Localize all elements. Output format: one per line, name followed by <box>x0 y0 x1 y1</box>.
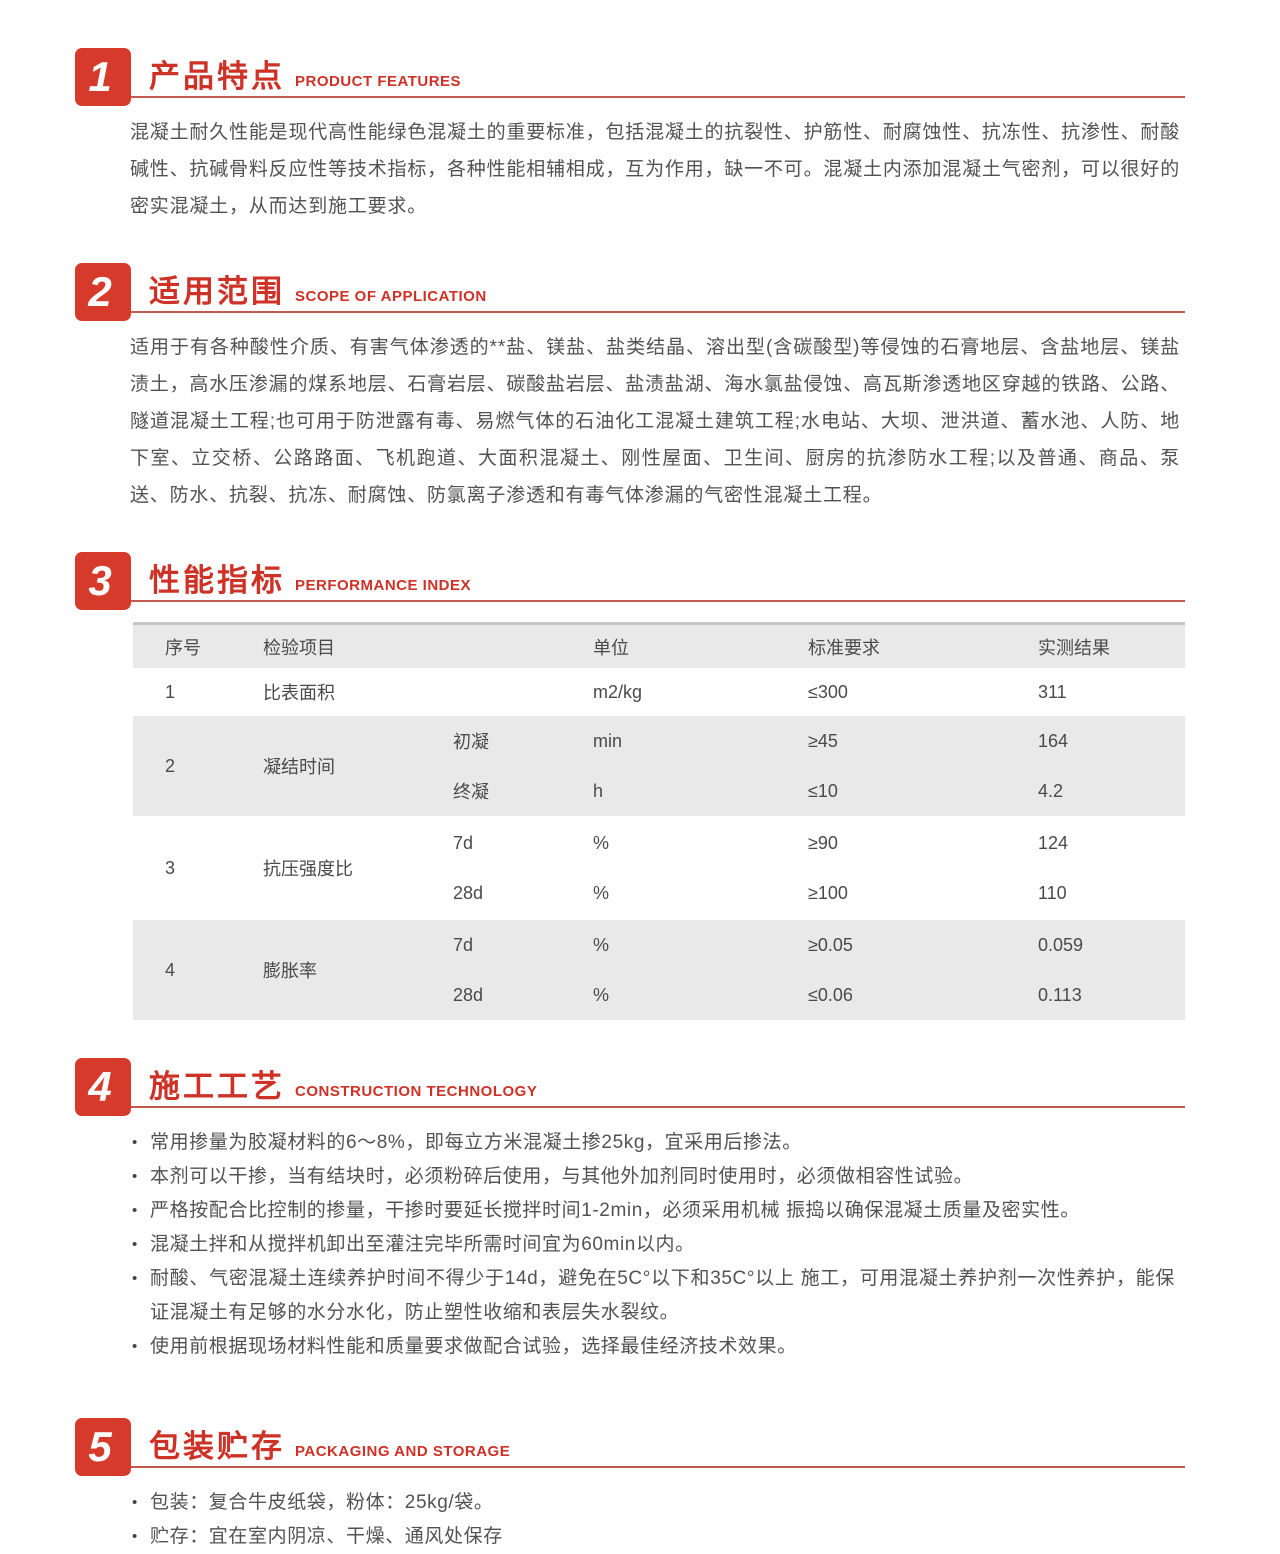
bullet-item: 包装：复合牛皮纸袋，粉体：25kg/袋。 <box>130 1486 1175 1520</box>
cell-unit: % <box>593 984 610 1005</box>
cell-result: 311 <box>1038 681 1067 702</box>
section-title: 施工工艺 <box>149 1069 285 1104</box>
cell-sub: 7d <box>453 934 474 955</box>
table-row: 1 比表面积 m2/kg ≤300 311 <box>133 670 1185 714</box>
section-paragraph: 混凝土耐久性能是现代高性能绿色混凝土的重要标准，包括混凝土的抗裂性、护筋性、耐腐… <box>130 122 1180 217</box>
section-number: 4 <box>88 1063 112 1110</box>
section-scope-of-application: 2 适用范围 SCOPE OF APPLICATION 适用于有各种酸性介质、有… <box>75 263 1185 514</box>
section-subtitle-en: PACKAGING AND STORAGE <box>295 1443 511 1460</box>
section-header: 4 施工工艺 CONSTRUCTION TECHNOLOGY <box>75 1058 1185 1116</box>
section-subtitle-en: SCOPE OF APPLICATION <box>295 288 487 305</box>
section-title: 包装贮存 <box>149 1429 285 1464</box>
cell-item: 抗压强度比 <box>263 859 353 879</box>
section-number-badge: 4 <box>75 1058 131 1116</box>
cell-item: 比表面积 <box>263 683 335 703</box>
cell-req: ≥90 <box>808 832 838 853</box>
section-title: 适用范围 <box>149 274 285 309</box>
construction-bullet-list: 常用掺量为胶凝材料的6～8%，即每立方米混凝土掺25kg，宜采用后掺法。 本剂可… <box>130 1126 1185 1364</box>
cell-sub: 28d <box>453 984 484 1005</box>
cell-no: 1 <box>165 681 176 702</box>
cell-result: 0.113 <box>1038 984 1082 1005</box>
cell-item: 凝结时间 <box>263 757 335 777</box>
cell-result: 110 <box>1038 882 1067 903</box>
section-number: 5 <box>88 1423 112 1470</box>
cell-no: 3 <box>165 857 176 878</box>
section-title: 产品特点 <box>149 59 285 94</box>
section-header: 1 产品特点 PRODUCT FEATURES <box>75 48 1185 106</box>
cell-req: ≤10 <box>808 780 838 801</box>
cell-no: 4 <box>165 959 176 980</box>
table-subrow: m2/kg ≤300 311 <box>453 670 1185 714</box>
col-header-no: 序号 <box>165 637 201 658</box>
cell-sub: 7d <box>453 832 474 853</box>
section-number: 2 <box>88 268 112 315</box>
cell-unit: % <box>593 832 610 853</box>
section-number-badge: 3 <box>75 552 131 610</box>
bullet-item: 本剂可以干掺，当有结块时，必须粉碎后使用，与其他外加剂同时使用时，必须做相容性试… <box>130 1160 1175 1194</box>
cell-unit: % <box>593 882 610 903</box>
cell-req: ≤300 <box>808 681 848 702</box>
table-subrow: 28d % ≤0.06 0.113 <box>453 970 1185 1020</box>
section-product-features: 1 产品特点 PRODUCT FEATURES 混凝土耐久性能是现代高性能绿色混… <box>75 48 1185 225</box>
section-number: 3 <box>88 557 112 604</box>
section-paragraph: 适用于有各种酸性介质、有害气体渗透的**盐、镁盐、盐类结晶、溶出型(含碳酸型)等… <box>130 337 1180 506</box>
cell-req: ≥100 <box>808 882 848 903</box>
table-subrow: 28d % ≥100 110 <box>453 868 1185 918</box>
section-number-badge: 5 <box>75 1418 131 1476</box>
cell-result: 124 <box>1038 832 1069 853</box>
col-header-item: 检验项目 <box>263 637 335 658</box>
bullet-item: 贮存：宜在室内阴凉、干燥、通风处保存 <box>130 1520 1175 1554</box>
cell-result: 4.2 <box>1038 780 1064 801</box>
cell-req: ≤0.06 <box>808 984 853 1005</box>
section-construction-technology: 4 施工工艺 CONSTRUCTION TECHNOLOGY 常用掺量为胶凝材料… <box>75 1058 1185 1364</box>
table-header-row: 序号 检验项目 单位 标准要求 实测结果 <box>133 622 1185 668</box>
bullet-item: 使用前根据现场材料性能和质量要求做配合试验，选择最佳经济技术效果。 <box>130 1330 1175 1364</box>
section-number-badge: 2 <box>75 263 131 321</box>
col-header-result: 实测结果 <box>1038 637 1110 658</box>
table-row: 2 凝结时间 初凝 min ≥45 164 终凝 h ≤10 4.2 <box>133 716 1185 816</box>
packaging-bullet-list: 包装：复合牛皮纸袋，粉体：25kg/袋。 贮存：宜在室内阴凉、干燥、通风处保存 <box>130 1486 1185 1554</box>
section-header: 3 性能指标 PERFORMANCE INDEX <box>75 552 1185 610</box>
section-subtitle-en: CONSTRUCTION TECHNOLOGY <box>295 1083 538 1100</box>
section-number-badge: 1 <box>75 48 131 106</box>
section-packaging-storage: 5 包装贮存 PACKAGING AND STORAGE 包装：复合牛皮纸袋，粉… <box>75 1418 1185 1554</box>
table-subrow: 终凝 h ≤10 4.2 <box>453 766 1185 816</box>
col-header-unit: 单位 <box>593 637 629 658</box>
section-number: 1 <box>88 53 112 100</box>
bullet-item: 严格按配合比控制的掺量，干掺时要延长搅拌时间1-2min，必须采用机械 振捣以确… <box>130 1194 1175 1228</box>
cell-unit: min <box>593 730 623 751</box>
cell-unit: m2/kg <box>593 681 643 702</box>
cell-sub: 初凝 <box>453 732 489 752</box>
col-header-req: 标准要求 <box>808 637 880 658</box>
section-header: 2 适用范围 SCOPE OF APPLICATION <box>75 263 1185 321</box>
cell-result: 164 <box>1038 730 1069 751</box>
bullet-item: 常用掺量为胶凝材料的6～8%，即每立方米混凝土掺25kg，宜采用后掺法。 <box>130 1126 1175 1160</box>
bullet-item: 混凝土拌和从搅拌机卸出至灌注完毕所需时间宜为60min以内。 <box>130 1228 1175 1262</box>
cell-req: ≥0.05 <box>808 934 853 955</box>
table-row: 4 膨胀率 7d % ≥0.05 0.059 28d % ≤0.06 0.113 <box>133 920 1185 1020</box>
performance-table: 序号 检验项目 单位 标准要求 实测结果 1 比表面积 m2/kg ≤300 3… <box>133 622 1185 1020</box>
table-subrow: 初凝 min ≥45 164 <box>453 716 1185 766</box>
section-title: 性能指标 <box>149 563 285 598</box>
table-subrow: 7d % ≥0.05 0.059 <box>453 920 1185 970</box>
cell-item: 膨胀率 <box>263 961 317 981</box>
section-header: 5 包装贮存 PACKAGING AND STORAGE <box>75 1418 1185 1476</box>
cell-req: ≥45 <box>808 730 838 751</box>
cell-unit: % <box>593 934 610 955</box>
section-subtitle-en: PERFORMANCE INDEX <box>295 577 472 594</box>
cell-sub: 终凝 <box>453 782 489 802</box>
bullet-item: 耐酸、气密混凝土连续养护时间不得少于14d，避免在5C°以下和35C°以上 施工… <box>130 1262 1175 1330</box>
cell-no: 2 <box>165 755 176 776</box>
cell-unit: h <box>593 780 604 801</box>
cell-result: 0.059 <box>1038 934 1084 955</box>
table-subrow: 7d % ≥90 124 <box>453 818 1185 868</box>
cell-sub: 28d <box>453 882 484 903</box>
table-row: 3 抗压强度比 7d % ≥90 124 28d % ≥100 110 <box>133 818 1185 918</box>
section-performance-index: 3 性能指标 PERFORMANCE INDEX 序号 检验项目 单位 标准要求… <box>75 552 1185 1020</box>
section-subtitle-en: PRODUCT FEATURES <box>295 73 462 90</box>
